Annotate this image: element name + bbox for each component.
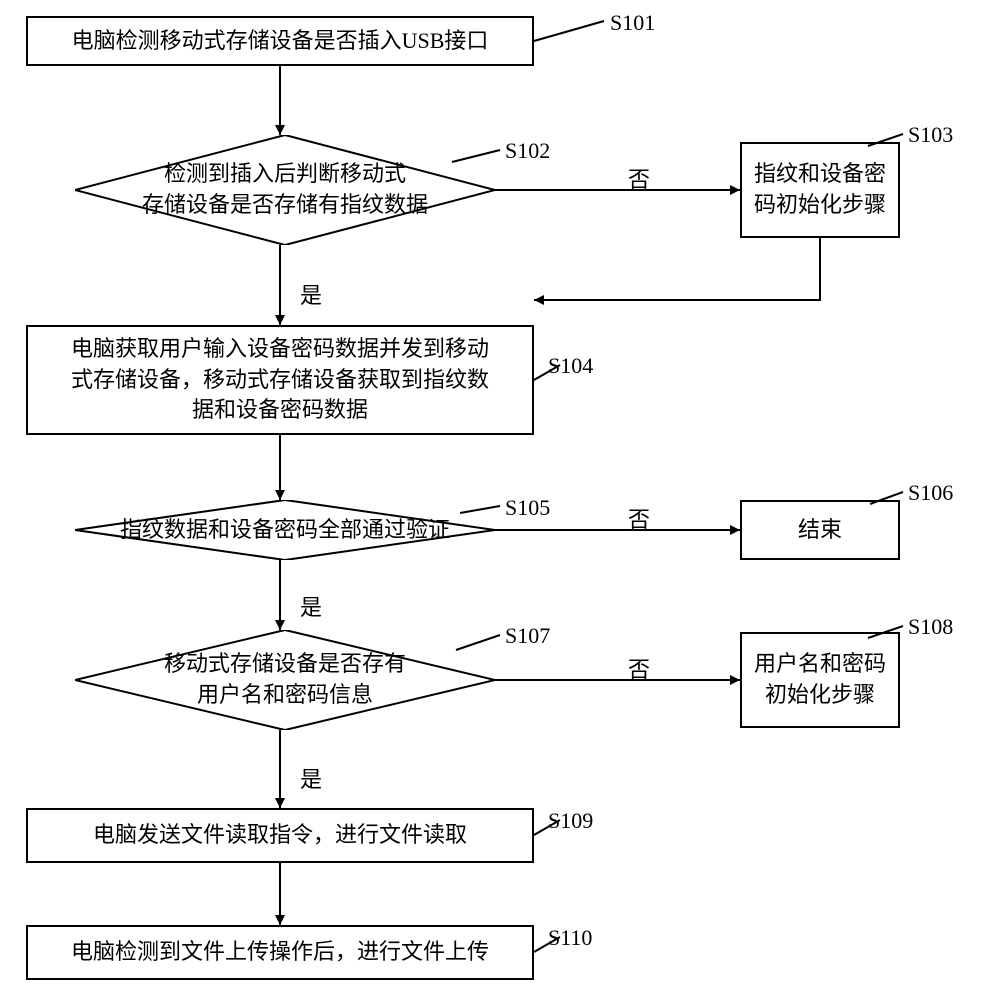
node-s110-text: 电脑检测到文件上传操作后，进行文件上传 — [71, 937, 489, 968]
node-s104-text: 电脑获取用户输入设备密码数据并发到移动 式存储设备，移动式存储设备获取到指纹数 … — [71, 334, 489, 426]
label-s110: S110 — [548, 925, 592, 951]
node-s105-text: 指纹数据和设备密码全部通过验证 — [120, 515, 450, 546]
label-s103: S103 — [908, 122, 953, 148]
edge-label-e3: 否 — [628, 162, 650, 194]
node-s108-text: 用户名和密码 初始化步骤 — [754, 649, 886, 711]
node-s103: 指纹和设备密 码初始化步骤 — [740, 142, 900, 238]
edge-label-e2: 是 — [300, 278, 322, 310]
edge-label-e9: 否 — [628, 652, 650, 684]
node-s107: 移动式存储设备是否存有 用户名和密码信息 — [75, 630, 495, 730]
node-s107-text: 移动式存储设备是否存有 用户名和密码信息 — [164, 649, 406, 711]
label-s102: S102 — [505, 138, 550, 164]
label-s105: S105 — [505, 495, 550, 521]
node-s105: 指纹数据和设备密码全部通过验证 — [75, 500, 495, 560]
node-s109: 电脑发送文件读取指令，进行文件读取 — [26, 808, 534, 863]
edge-label-e6: 是 — [300, 590, 322, 622]
label-s104: S104 — [548, 353, 593, 379]
node-s102: 检测到插入后判断移动式 存储设备是否存储有指纹数据 — [75, 135, 495, 245]
node-s110: 电脑检测到文件上传操作后，进行文件上传 — [26, 925, 534, 980]
edge-label-e7: 否 — [628, 502, 650, 534]
node-s106: 结束 — [740, 500, 900, 560]
node-s101-text: 电脑检测移动式存储设备是否插入USB接口 — [72, 26, 489, 57]
node-s102-text: 检测到插入后判断移动式 存储设备是否存储有指纹数据 — [142, 159, 428, 221]
label-s107: S107 — [505, 623, 550, 649]
label-s106: S106 — [908, 480, 953, 506]
node-s101: 电脑检测移动式存储设备是否插入USB接口 — [26, 16, 534, 66]
node-s103-text: 指纹和设备密 码初始化步骤 — [754, 159, 886, 221]
edge-label-e8: 是 — [300, 762, 322, 794]
label-s109: S109 — [548, 808, 593, 834]
node-s106-text: 结束 — [798, 515, 842, 546]
node-s104: 电脑获取用户输入设备密码数据并发到移动 式存储设备，移动式存储设备获取到指纹数 … — [26, 325, 534, 435]
label-s101: S101 — [610, 10, 655, 36]
node-s108: 用户名和密码 初始化步骤 — [740, 632, 900, 728]
label-s108: S108 — [908, 614, 953, 640]
node-s109-text: 电脑发送文件读取指令，进行文件读取 — [93, 820, 467, 851]
